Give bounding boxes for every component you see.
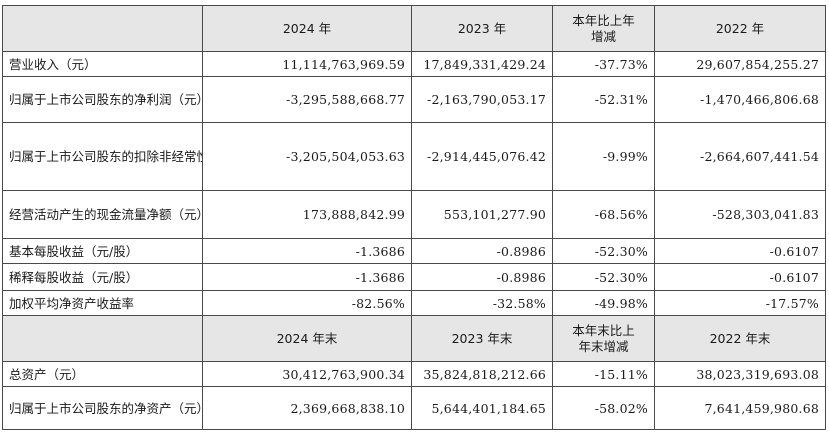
value-2024: 11,114,763,969.59 bbox=[202, 51, 412, 77]
value-change: -15.11% bbox=[552, 361, 655, 387]
header-empty-cell bbox=[2, 315, 203, 362]
table-row: 归属于上市公司股东的净资产（元） 2,369,668,838.10 5,644,… bbox=[2, 386, 826, 430]
cropped-heading-fragment bbox=[86, 0, 176, 3]
header-ye-change: 本年末比上 年末增减 bbox=[552, 315, 655, 362]
value-2022: 38,023,319,693.08 bbox=[654, 361, 826, 387]
table-row: 归属于上市公司股东的净利润（元） -3,295,588,668.77 -2,16… bbox=[2, 76, 826, 123]
value-2024: 30,412,763,900.34 bbox=[202, 361, 412, 387]
value-2023: -0.8986 bbox=[411, 263, 553, 291]
row-label: 归属于上市公司股东的净利润（元） bbox=[2, 76, 203, 123]
value-2022: -0.6107 bbox=[654, 238, 826, 264]
value-change: -68.56% bbox=[552, 190, 655, 239]
value-2023: 17,849,331,429.24 bbox=[411, 51, 553, 77]
value-2023: -2,914,445,076.42 bbox=[411, 122, 553, 191]
value-2023: -0.8986 bbox=[411, 238, 553, 264]
row-label: 稀释每股收益（元/股） bbox=[2, 263, 203, 291]
value-2022: -17.57% bbox=[654, 290, 826, 316]
value-2023: 5,644,401,184.65 bbox=[411, 386, 553, 430]
table-row: 总资产（元） 30,412,763,900.34 35,824,818,212.… bbox=[2, 361, 826, 387]
value-change: -37.73% bbox=[552, 51, 655, 77]
financial-summary-table: 2024 年 2023 年 本年比上年 增减 2022 年 营业收入（元） 11… bbox=[2, 5, 826, 430]
header-ye-line: 本年末比上 年末增减 bbox=[572, 322, 635, 354]
value-2022: 7,641,459,980.68 bbox=[654, 386, 826, 430]
row-label: 归属于上市公司股东的扣除非经常性损益的净利润（元） bbox=[2, 122, 203, 191]
row-label: 基本每股收益（元/股） bbox=[2, 238, 203, 264]
value-change: -49.98% bbox=[552, 290, 655, 316]
value-2022: -0.6107 bbox=[654, 263, 826, 291]
row-label: 营业收入（元） bbox=[2, 51, 203, 77]
header-2023: 2023 年 bbox=[411, 5, 553, 52]
table-row: 加权平均净资产收益率 -82.56% -32.58% -49.98% -17.5… bbox=[2, 290, 826, 316]
value-2023: 553,101,277.90 bbox=[411, 190, 553, 239]
header-2024-end: 2024 年末 bbox=[202, 315, 412, 362]
value-2022: -2,664,607,441.54 bbox=[654, 122, 826, 191]
header-row-year-end: 2024 年末 2023 年末 本年末比上 年末增减 2022 年末 bbox=[2, 315, 826, 362]
value-change: -52.31% bbox=[552, 76, 655, 123]
header-2024: 2024 年 bbox=[202, 5, 412, 52]
value-2024: -1.3686 bbox=[202, 238, 412, 264]
value-2024: -3,295,588,668.77 bbox=[202, 76, 412, 123]
row-label: 总资产（元） bbox=[2, 361, 203, 387]
value-change: -52.30% bbox=[552, 263, 655, 291]
value-2024: -3,205,504,053.63 bbox=[202, 122, 412, 191]
table-row: 经营活动产生的现金流量净额（元） 173,888,842.99 553,101,… bbox=[2, 190, 826, 239]
table-row: 营业收入（元） 11,114,763,969.59 17,849,331,429… bbox=[2, 51, 826, 77]
table-row: 基本每股收益（元/股） -1.3686 -0.8986 -52.30% -0.6… bbox=[2, 238, 826, 264]
value-2024: -82.56% bbox=[202, 290, 412, 316]
header-2022: 2022 年 bbox=[654, 5, 826, 52]
header-empty-cell bbox=[2, 5, 203, 52]
table-row: 稀释每股收益（元/股） -1.3686 -0.8986 -52.30% -0.6… bbox=[2, 263, 826, 291]
value-2022: 29,607,854,255.27 bbox=[654, 51, 826, 77]
table-row: 归属于上市公司股东的扣除非经常性损益的净利润（元） -3,205,504,053… bbox=[2, 122, 826, 191]
value-2023: -32.58% bbox=[411, 290, 553, 316]
header-yoy-change: 本年比上年 增减 bbox=[552, 5, 655, 52]
value-change: -52.30% bbox=[552, 238, 655, 264]
header-yoy-line: 本年比上年 增减 bbox=[572, 12, 635, 44]
value-2024: -1.3686 bbox=[202, 263, 412, 291]
header-2023-end: 2023 年末 bbox=[411, 315, 553, 362]
value-2022: -1,470,466,806.68 bbox=[654, 76, 826, 123]
value-2024: 2,369,668,838.10 bbox=[202, 386, 412, 430]
value-2022: -528,303,041.83 bbox=[654, 190, 826, 239]
row-label: 经营活动产生的现金流量净额（元） bbox=[2, 190, 203, 239]
header-2022-end: 2022 年末 bbox=[654, 315, 826, 362]
row-label: 归属于上市公司股东的净资产（元） bbox=[2, 386, 203, 430]
value-2023: -2,163,790,053.17 bbox=[411, 76, 553, 123]
value-2023: 35,824,818,212.66 bbox=[411, 361, 553, 387]
value-2024: 173,888,842.99 bbox=[202, 190, 412, 239]
row-label: 加权平均净资产收益率 bbox=[2, 290, 203, 316]
header-row-annual: 2024 年 2023 年 本年比上年 增减 2022 年 bbox=[2, 5, 826, 52]
value-change: -9.99% bbox=[552, 122, 655, 191]
value-change: -58.02% bbox=[552, 386, 655, 430]
